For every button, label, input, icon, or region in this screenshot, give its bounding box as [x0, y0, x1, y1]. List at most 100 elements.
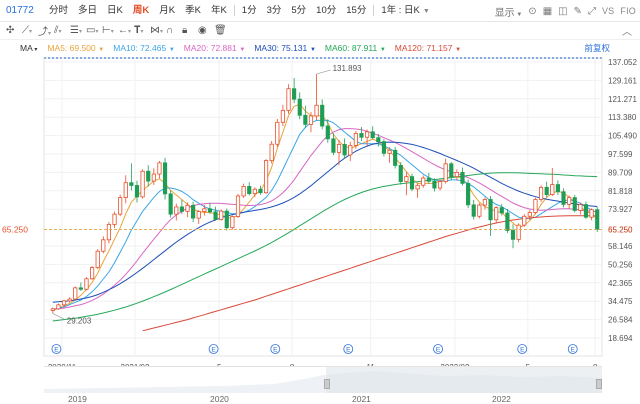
- candle-body: [550, 184, 555, 195]
- period-tab[interactable]: 10分: [316, 4, 337, 16]
- period-tab[interactable]: 1分: [241, 4, 257, 16]
- candle-body: [134, 185, 140, 198]
- candle-body: [95, 250, 100, 268]
- ray-tool-icon[interactable]: ⤴▾: [38, 27, 52, 38]
- candle-body: [415, 184, 420, 190]
- eye-icon[interactable]: ◉: [198, 25, 207, 36]
- x-tick-label: 2021/02: [121, 363, 150, 366]
- y-tick-label: 26.584: [608, 316, 633, 325]
- ma-legend-item[interactable]: MA5: 69.500 ▼: [47, 43, 105, 53]
- y-tick-label: 97.599: [608, 150, 633, 159]
- candle-body: [505, 212, 510, 231]
- period-tab[interactable]: 1年 : 日K ▼: [381, 4, 430, 16]
- period-tab[interactable]: 15分: [346, 4, 367, 16]
- event-marker-icon[interactable]: [433, 344, 443, 354]
- crosshair-icon[interactable]: ⊙: [528, 5, 537, 17]
- event-marker-icon[interactable]: [343, 344, 354, 354]
- measure-tool-icon[interactable]: ⊢▾: [102, 25, 114, 36]
- candle-body: [466, 182, 471, 206]
- fio-button[interactable]: FIO: [620, 6, 636, 16]
- ma-line-ma30: [52, 141, 598, 303]
- current-price-label: 65.250: [2, 224, 28, 234]
- event-marker-label: E: [571, 347, 576, 354]
- candle-body: [387, 149, 392, 154]
- candle-body: [454, 172, 459, 178]
- compare-button[interactable]: VS: [601, 6, 615, 16]
- period-tab[interactable]: 5分: [291, 4, 307, 16]
- candle-body: [572, 197, 577, 211]
- expand-icon[interactable]: ⤢: [587, 5, 596, 17]
- candle-body: [308, 115, 314, 125]
- stock-code[interactable]: 01772: [6, 5, 34, 16]
- rect-tool-icon[interactable]: ▭▾: [86, 25, 99, 36]
- text-tool-icon[interactable]: 𝐓▾: [134, 25, 144, 36]
- ma-indicator-label[interactable]: MA ▾: [20, 43, 38, 53]
- period-tab[interactable]: 分时: [49, 4, 69, 16]
- current-price-axis-label: 65.250: [608, 225, 633, 234]
- price-adjust-menu[interactable]: 前复权: [584, 43, 610, 53]
- period-tab[interactable]: 月K: [159, 4, 176, 16]
- ma-legend-item[interactable]: MA20: 72.881 ▼: [183, 43, 246, 53]
- event-marker-icon[interactable]: [517, 344, 528, 354]
- grid-icon[interactable]: ▦: [542, 5, 553, 17]
- candle-body: [297, 98, 302, 116]
- candle-body: [538, 186, 544, 200]
- arrow-tool-icon[interactable]: ←▾: [118, 25, 132, 36]
- event-marker-icon[interactable]: [51, 344, 62, 354]
- candle-body: [376, 137, 381, 143]
- candle-body: [567, 197, 572, 205]
- channel-tool-icon[interactable]: ⫽▾: [54, 25, 62, 36]
- low-annotation-leader: [52, 313, 65, 320]
- candle-body: [510, 230, 516, 240]
- display-menu[interactable]: 显示 ▼: [494, 7, 523, 19]
- y-tick-label: 81.818: [608, 187, 633, 196]
- navigator-left-handle[interactable]: [324, 379, 330, 389]
- x-tick-label: 5: [217, 363, 222, 366]
- magnet-icon[interactable]: ∩: [166, 25, 174, 36]
- candle-body: [320, 104, 325, 127]
- candle-body: [179, 206, 184, 212]
- candle-body: [101, 239, 106, 252]
- event-marker-icon[interactable]: [567, 344, 578, 354]
- y-tick-label: 73.927: [608, 205, 633, 214]
- collapse-drawbar-icon[interactable]: ︿: [622, 27, 632, 38]
- candlestick-chart[interactable]: 137.052 129.161 121.271 113.380 105.490 97.59…: [0, 56, 640, 366]
- candle-body: [213, 211, 218, 220]
- trend-line-icon[interactable]: ⟋▾: [22, 25, 33, 36]
- fib-tool-icon[interactable]: ☰▾: [70, 25, 82, 36]
- period-tab[interactable]: 多日: [78, 4, 98, 16]
- pattern-tool-icon[interactable]: ⋈▾: [150, 25, 164, 36]
- delete-icon[interactable]: 🗑︎: [214, 25, 227, 36]
- navigator-right-handle[interactable]: [596, 379, 602, 389]
- event-marker-label: E: [346, 347, 351, 354]
- draw-icon[interactable]: ✎: [573, 5, 582, 17]
- candle-body: [235, 195, 241, 217]
- cross-tool-icon[interactable]: ✣: [6, 25, 15, 36]
- lock-icon[interactable]: 🔒︎: [182, 25, 188, 36]
- period-tab[interactable]: 年K: [210, 4, 227, 16]
- navigator-year-label: 2022: [492, 394, 511, 404]
- period-tab[interactable]: 周K: [132, 4, 150, 16]
- time-navigator[interactable]: 2019 2020 2021 2022: [44, 366, 602, 404]
- candle-body: [269, 143, 274, 161]
- ma-legend-item[interactable]: MA60: 87.911 ▼: [324, 43, 386, 53]
- candle-body: [247, 186, 252, 195]
- candle-body: [336, 144, 342, 153]
- candle-body: [499, 207, 504, 214]
- period-tab[interactable]: 3分: [266, 4, 282, 16]
- event-marker-icon[interactable]: [270, 344, 281, 354]
- period-tabs: 分时 多日 日K 周K 月K 季K 年K 1分 3分 5分 10分 15分 1年 : 日K ▼: [44, 0, 435, 22]
- ma-legend-item[interactable]: MA10: 72.465 ▼: [113, 43, 175, 53]
- navigator-year-label: 2020: [210, 394, 229, 404]
- candle-body: [595, 209, 600, 230]
- ma-legend-item[interactable]: MA120: 71.157 ▼: [394, 43, 462, 53]
- camera-icon[interactable]: ◫: [558, 5, 568, 17]
- period-tab[interactable]: 日K: [107, 4, 123, 16]
- period-tab[interactable]: 季K: [185, 4, 201, 16]
- candle-body: [398, 165, 403, 182]
- ma-line-ma5: [52, 103, 598, 311]
- candle-body: [589, 209, 594, 218]
- event-marker-icon[interactable]: [208, 344, 219, 354]
- candle-body: [174, 206, 179, 215]
- ma-legend-item[interactable]: MA30: 75.131 ▼: [254, 43, 316, 53]
